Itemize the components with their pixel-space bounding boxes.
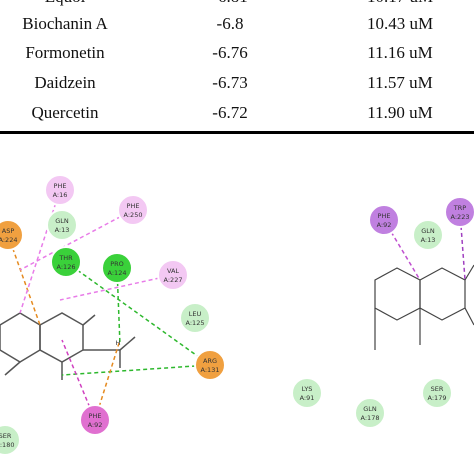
residue-name: THR <box>58 254 73 262</box>
residue-id: A:13 <box>421 236 436 244</box>
residue-node <box>412 219 444 251</box>
table-cell: -6.81 <box>212 0 247 7</box>
residue-name: PRO <box>110 260 124 268</box>
table-cell: -6.8 <box>216 14 244 33</box>
table-cell: 10.17 uM <box>367 0 433 7</box>
table-cell: -6.72 <box>212 103 248 122</box>
table-cell: -6.76 <box>212 43 248 62</box>
residue-id: A:131 <box>201 366 220 374</box>
table-cell: Daidzein <box>34 73 96 92</box>
residue-name: PHE <box>89 412 102 420</box>
residue-name: GLN <box>363 405 377 413</box>
residue-name: ASP <box>2 227 15 235</box>
table-cell: 11.90 uM <box>367 103 433 122</box>
table-cell: Quercetin <box>31 103 99 122</box>
residue-name: SER <box>0 432 12 440</box>
residue-name: PHE <box>378 212 391 220</box>
residue-node <box>46 209 78 241</box>
table-cell: Formonetin <box>25 43 105 62</box>
residue-name: GLN <box>421 227 435 235</box>
residue-id: A:92 <box>88 421 103 429</box>
atom-label: H <box>116 339 121 347</box>
residue-id: A:124 <box>108 269 127 277</box>
residue-node <box>179 302 211 334</box>
residue-node <box>444 196 474 228</box>
residue-node <box>291 377 323 409</box>
residue-node <box>0 219 24 251</box>
residue-id: A:13 <box>55 226 70 234</box>
residue-node <box>117 194 149 226</box>
residue-id: A:16 <box>53 191 68 199</box>
residue-name: PHE <box>54 182 67 190</box>
left-interactions <box>7 189 211 421</box>
residue-name: TRP <box>453 204 466 212</box>
residue-id: A:179 <box>428 394 447 402</box>
table-cell: 10.43 uM <box>366 14 434 33</box>
table-cell: Biochanin A <box>22 14 108 33</box>
residue-node <box>44 174 76 206</box>
residue-node <box>157 259 189 291</box>
residue-name: LEU <box>189 310 202 318</box>
residue-id: A:224 <box>0 236 17 244</box>
residue-node <box>79 404 111 436</box>
residue-id: A:178 <box>361 414 380 422</box>
residue-name: ARG <box>203 357 217 365</box>
table-rule <box>0 131 474 134</box>
right-interactions <box>383 211 466 281</box>
residue-id: A:125 <box>186 319 205 327</box>
residue-node <box>0 424 21 456</box>
right-molecule <box>374 264 474 350</box>
table-cell: Equol <box>45 0 86 7</box>
residue-node <box>368 204 400 236</box>
residue-node <box>101 252 133 284</box>
residue-name: VAL <box>167 267 179 275</box>
residue-id: A:223 <box>451 213 470 221</box>
residue-name: SER <box>431 385 444 393</box>
residue-node <box>50 246 82 278</box>
table-cell: -6.73 <box>212 73 248 92</box>
residue-id: A:180 <box>0 441 14 449</box>
residue-id: A:92 <box>377 221 392 229</box>
residue-node <box>354 397 386 429</box>
table-cell: 11.16 uM <box>367 43 433 62</box>
residue-node <box>194 349 226 381</box>
residue-id: A:126 <box>57 263 76 271</box>
residue-name: GLN <box>55 217 69 225</box>
residue-name: LYS <box>302 385 313 393</box>
residue-id: A:250 <box>124 211 143 219</box>
table-cell: 11.57 uM <box>367 73 433 92</box>
residue-id: A:227 <box>164 276 183 284</box>
residue-name: PHE <box>127 202 140 210</box>
residue-node <box>421 377 453 409</box>
residue-id: A:91 <box>300 394 315 402</box>
